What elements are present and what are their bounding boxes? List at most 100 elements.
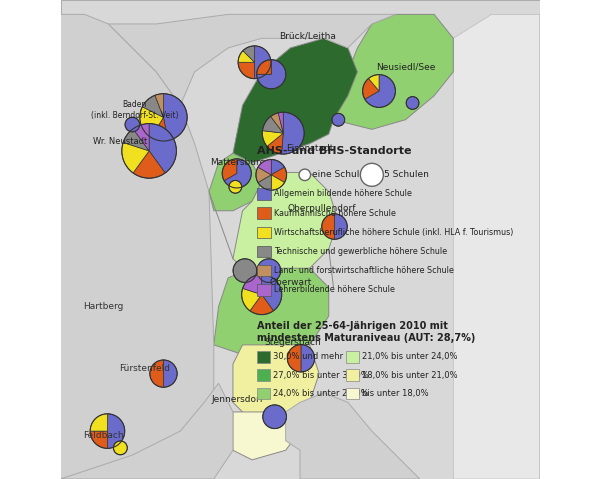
Wedge shape [332,114,344,126]
Wedge shape [365,75,395,107]
Wedge shape [242,288,262,311]
Wedge shape [90,431,107,448]
Wedge shape [163,360,177,387]
Text: AHS- und BHS-Standorte: AHS- und BHS-Standorte [257,146,412,156]
Bar [257,246,271,257]
Text: Wr. Neustadt: Wr. Neustadt [93,137,148,146]
Text: Fürstenfeld: Fürstenfeld [119,364,170,373]
Bar [346,351,359,363]
Wedge shape [163,94,187,141]
Polygon shape [109,14,396,105]
Wedge shape [242,274,262,295]
Polygon shape [61,0,539,479]
Text: 30,0% und mehr: 30,0% und mehr [272,353,343,361]
Wedge shape [267,133,283,154]
Wedge shape [140,107,163,137]
Wedge shape [250,295,274,315]
Wedge shape [257,60,286,89]
Wedge shape [151,117,168,141]
Wedge shape [257,259,281,283]
Text: 18,0% bis unter 21,0%: 18,0% bis unter 21,0% [362,371,458,379]
Wedge shape [262,116,283,133]
Wedge shape [150,360,163,387]
Wedge shape [222,159,237,181]
Text: Lehrerbildende höhere Schule: Lehrerbildende höhere Schule [274,285,395,294]
Circle shape [361,163,383,186]
Text: Kaufmännische höhere Schule: Kaufmännische höhere Schule [274,209,395,217]
Bar [257,227,271,238]
Text: 21,0% bis unter 24,0%: 21,0% bis unter 24,0% [362,353,458,361]
Bar [257,284,271,296]
Wedge shape [368,75,379,91]
Wedge shape [271,167,287,182]
Wedge shape [271,113,283,133]
Text: Land- und forstwirtschaftliche höhere Schule: Land- und forstwirtschaftliche höhere Sc… [274,266,454,275]
Text: 27,0% bis unter 30,0%: 27,0% bis unter 30,0% [272,371,368,379]
Wedge shape [406,97,419,109]
Wedge shape [107,414,125,448]
Text: Allgemein bildende höhere Schule: Allgemein bildende höhere Schule [274,190,412,198]
Wedge shape [362,79,379,99]
Bar [346,388,359,399]
Text: Feldbach: Feldbach [83,431,124,440]
Bar [257,207,271,219]
Text: Technische und gewerbliche höhere Schule: Technische und gewerbliche höhere Schule [274,247,447,256]
Wedge shape [258,160,271,175]
Polygon shape [233,172,338,278]
Wedge shape [287,345,301,372]
Wedge shape [122,142,149,173]
Polygon shape [453,14,539,479]
Text: Neusiedl/See: Neusiedl/See [376,63,435,71]
Wedge shape [271,175,284,190]
Wedge shape [133,151,165,178]
Bar [346,369,359,381]
Text: Wirtschaftsberufliche höhere Schule (inkl. HLA f. Tourismus): Wirtschaftsberufliche höhere Schule (ink… [274,228,513,237]
Wedge shape [224,159,251,188]
Text: 24,0% bis unter 27,0%: 24,0% bis unter 27,0% [272,389,368,398]
Wedge shape [257,60,271,74]
Text: Mattersburg: Mattersburg [210,158,265,167]
Text: bis unter 18,0%: bis unter 18,0% [362,389,429,398]
Wedge shape [123,129,149,151]
Text: Eisenstadt: Eisenstadt [286,144,333,153]
Text: 5 Schulen: 5 Schulen [384,171,429,179]
Bar [257,265,271,276]
Polygon shape [334,14,453,129]
Text: Hartberg: Hartberg [83,302,124,311]
Wedge shape [238,62,254,79]
Polygon shape [214,268,329,354]
Wedge shape [254,46,271,79]
Text: Brück/Leitha: Brück/Leitha [279,31,335,40]
Wedge shape [149,124,176,173]
Bar [257,388,271,399]
Text: Stegersbach: Stegersbach [265,338,321,347]
Wedge shape [262,274,282,311]
Wedge shape [258,175,271,190]
Wedge shape [113,441,127,455]
Wedge shape [133,124,149,151]
Wedge shape [238,51,254,62]
Wedge shape [155,94,163,117]
Polygon shape [233,345,319,422]
Wedge shape [142,95,163,117]
Polygon shape [61,14,214,479]
Text: Baden
(inkl. Berndorf-St. Veit): Baden (inkl. Berndorf-St. Veit) [91,101,178,120]
Circle shape [299,169,311,181]
Text: Anteil der 25-64-Jährigen 2010 mit
mindestens Maturaniveau (AUT: 28,7%): Anteil der 25-64-Jährigen 2010 mit minde… [257,321,475,342]
Wedge shape [125,117,140,132]
Bar [257,369,271,381]
Bar [257,351,271,363]
Text: Jennersdorf: Jennersdorf [212,395,264,404]
Wedge shape [322,214,334,240]
Wedge shape [271,160,284,175]
Wedge shape [334,214,347,240]
Wedge shape [229,181,242,193]
Wedge shape [301,345,314,372]
Wedge shape [262,131,283,147]
Bar [257,188,271,200]
Wedge shape [243,46,254,62]
Wedge shape [256,167,271,182]
Polygon shape [233,412,300,460]
Text: Oberpullendorf: Oberpullendorf [287,204,356,213]
Text: eine Schule: eine Schule [312,171,365,179]
